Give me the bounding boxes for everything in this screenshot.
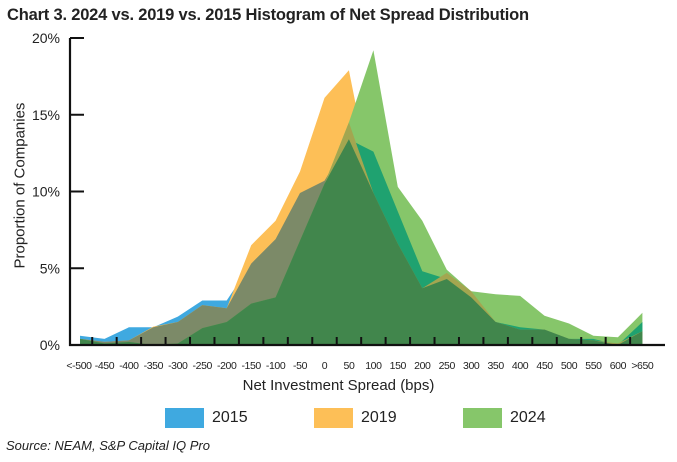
x-tick-label: 500	[561, 360, 578, 372]
x-tick-label: -100	[266, 360, 286, 372]
x-tick-label: -350	[144, 360, 164, 372]
legend-swatch	[165, 408, 204, 428]
x-tick-label: 250	[439, 360, 456, 372]
legend-item-2019: 2019	[314, 408, 397, 428]
x-tick-label: -50	[293, 360, 308, 372]
y-tick-label: 5%	[40, 260, 60, 276]
legend-swatch	[314, 408, 353, 428]
x-tick-label: -450	[95, 360, 115, 372]
x-axis-label: Net Investment Spread (bps)	[242, 377, 435, 394]
y-tick-label: 10%	[32, 184, 60, 200]
legend-label: 2019	[361, 409, 397, 426]
x-tick-label: <-500	[66, 360, 92, 372]
legend-item-2024: 2024	[463, 408, 546, 428]
x-tick-label: 100	[365, 360, 382, 372]
x-tick-label: 50	[344, 360, 355, 372]
x-tick-label: >650	[631, 360, 654, 372]
overlap-all	[80, 139, 643, 345]
y-axis-label: Proportion of Companies	[11, 102, 29, 269]
x-tick-label: 600	[610, 360, 627, 372]
y-tick-label: 20%	[32, 30, 60, 46]
legend-swatch	[463, 408, 502, 428]
source-note: Source: NEAM, S&P Capital IQ Pro	[6, 438, 210, 453]
y-tick-label: 0%	[40, 337, 60, 353]
x-tick-label: -400	[119, 360, 139, 372]
x-tick-label: -150	[241, 360, 261, 372]
x-tick-label: 550	[585, 360, 602, 372]
legend-label: 2015	[212, 409, 248, 426]
x-tick-label: 200	[414, 360, 431, 372]
x-tick-label: 0	[322, 360, 328, 372]
x-tick-label: 300	[463, 360, 480, 372]
legend-label: 2024	[510, 409, 546, 426]
x-tick-label: -250	[193, 360, 213, 372]
chart-title: Chart 3. 2024 vs. 2019 vs. 2015 Histogra…	[7, 6, 529, 24]
x-tick-label: 400	[512, 360, 529, 372]
y-tick-label: 15%	[32, 107, 60, 123]
x-tick-label: -300	[168, 360, 188, 372]
x-tick-label: -200	[217, 360, 237, 372]
x-tick-label: 350	[487, 360, 504, 372]
legend-item-2015: 2015	[165, 408, 248, 428]
x-tick-label: 150	[390, 360, 407, 372]
x-tick-label: 450	[536, 360, 553, 372]
